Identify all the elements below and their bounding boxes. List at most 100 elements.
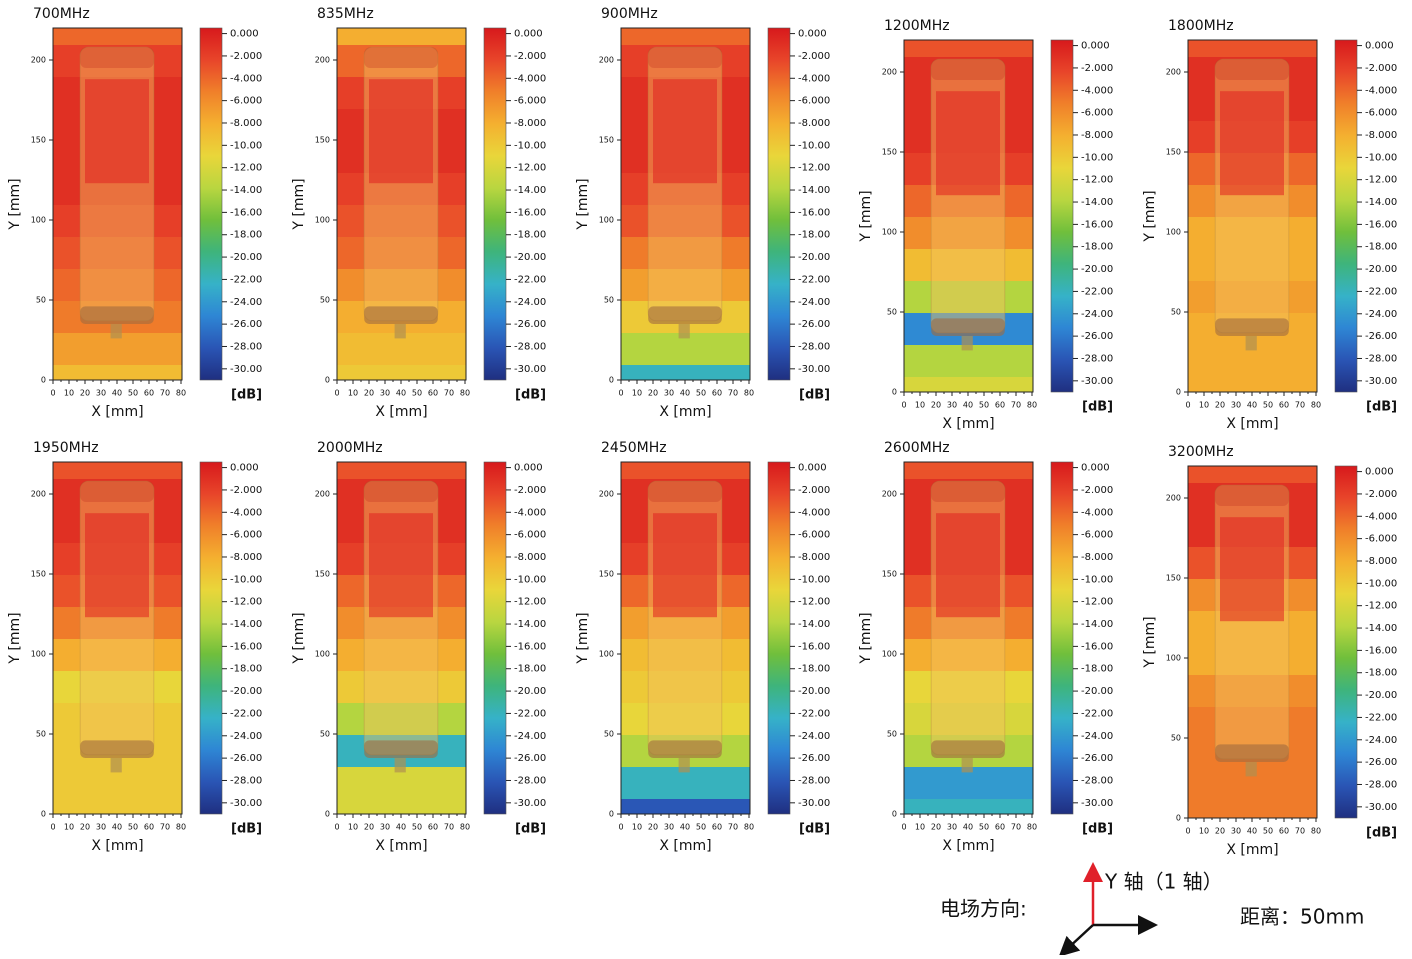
y-tick-label: 200: [599, 56, 614, 65]
colorbar-tick-label: -4.000: [514, 507, 546, 518]
heat-band: [621, 204, 750, 237]
colorbar-tick-label: -26.00: [1081, 753, 1113, 764]
colorbar: [483, 461, 507, 815]
heat-band: [1188, 706, 1317, 739]
heat-band: [53, 798, 182, 814]
colorbar: [1334, 465, 1358, 819]
x-tick-label: 50: [128, 823, 138, 832]
axis-label: Y 轴（1 轴）: [1104, 870, 1223, 894]
x-tick-label: 30: [380, 389, 390, 398]
z-arrow: [1058, 924, 1094, 957]
y-axis-label: Y [mm]: [575, 178, 591, 230]
colorbar-label: [dB]: [515, 388, 546, 403]
x-tick-label: 20: [1215, 827, 1225, 836]
x-tick-label: 10: [1199, 827, 1209, 836]
colorbar-tick-label: 0.000: [1081, 463, 1110, 474]
x-tick-label: 50: [1263, 401, 1273, 410]
colorbar-tick-label: -18.00: [1365, 668, 1397, 679]
colorbar-tick-label: -16.00: [1365, 219, 1397, 230]
colorbar-tick-label: -22.00: [514, 708, 546, 719]
heat-band: [53, 478, 182, 511]
y-axis-label: Y [mm]: [1142, 190, 1158, 242]
antenna-base: [648, 740, 722, 758]
colorbar-tick-label: -24.00: [230, 297, 262, 308]
panel: 835MHz 0 10 20 30 40 50 60 70 80 0 50 100 150 200 X [mm…: [291, 6, 546, 420]
colorbar-tick-label: -30.00: [798, 364, 830, 375]
colorbar-tick-label: -16.00: [1081, 219, 1113, 230]
x-tick-label: 50: [979, 401, 989, 410]
x-axis-label: X [mm]: [1226, 842, 1278, 858]
heat-band: [621, 478, 750, 511]
panel-title: 2000MHz: [317, 440, 383, 456]
colorbar-tick-label: -2.000: [1365, 63, 1397, 74]
heat-band: [621, 462, 750, 479]
colorbar-tick-label: -8.000: [1081, 552, 1113, 563]
colorbar-tick-label: -4.000: [798, 507, 830, 518]
heat-band: [337, 478, 466, 511]
x-tick-label: 0: [1185, 401, 1190, 410]
colorbar-tick-label: -26.00: [798, 319, 830, 330]
heat-band: [904, 376, 1033, 392]
antenna-label: [936, 513, 1000, 618]
x-axis-label: X [mm]: [91, 838, 143, 854]
colorbar-tick-label: -14.00: [1081, 197, 1113, 208]
colorbar-tick-label: -24.00: [1365, 735, 1397, 746]
colorbar-label: [dB]: [231, 822, 262, 837]
x-tick-label: 50: [412, 823, 422, 832]
heat-band: [53, 670, 182, 703]
colorbar-tick-label: -8.000: [1365, 556, 1397, 567]
y-tick-label: 200: [315, 490, 330, 499]
heat-band: [904, 798, 1033, 814]
antenna-label: [653, 79, 717, 184]
y-tick-label: 150: [1166, 574, 1181, 583]
x-tick-label: 80: [744, 823, 754, 832]
colorbar-tick-label: -28.00: [230, 341, 262, 352]
x-tick-label: 80: [176, 823, 186, 832]
y-tick-label: 150: [599, 136, 614, 145]
x-tick-label: 80: [460, 823, 470, 832]
colorbar-tick-label: -16.00: [798, 207, 830, 218]
colorbar-tick-label: -16.00: [514, 207, 546, 218]
colorbar-label: [dB]: [799, 822, 830, 837]
direction-legend: 电场方向: Y 轴（1 轴） 距离：50mm: [940, 862, 1364, 957]
colorbar-tick-label: -16.00: [230, 641, 262, 652]
x-tick-label: 40: [963, 401, 973, 410]
y-tick-label: 0: [609, 810, 614, 819]
colorbar-tick-label: -10.00: [1081, 152, 1113, 163]
colorbar-label: [dB]: [515, 822, 546, 837]
colorbar-tick-label: -30.00: [1081, 376, 1113, 387]
y-tick-label: 150: [315, 570, 330, 579]
y-tick-label: 100: [882, 228, 897, 237]
y-tick-label: 0: [41, 376, 46, 385]
colorbar-tick-label: -10.00: [1365, 578, 1397, 589]
heat-band: [621, 364, 750, 380]
x-tick-label: 20: [1215, 401, 1225, 410]
x-tick-label: 40: [396, 823, 406, 832]
y-tick-label: 100: [882, 650, 897, 659]
x-tick-label: 80: [744, 389, 754, 398]
x-tick-label: 50: [696, 389, 706, 398]
antenna-top: [80, 481, 154, 502]
x-tick-label: 10: [915, 401, 925, 410]
colorbar-tick-label: -14.00: [1081, 619, 1113, 630]
antenna-plug: [961, 336, 973, 351]
y-tick-label: 150: [599, 570, 614, 579]
colorbar-tick-label: -2.000: [230, 51, 262, 62]
panel: 700MHz 0 10 20 30 40 50 60 70 80 0 50 100 150 200 X [mm…: [7, 6, 262, 420]
antenna-top: [648, 481, 722, 502]
y-tick-label: 0: [1176, 814, 1181, 823]
antenna-plug: [110, 758, 122, 773]
antenna-plug: [110, 324, 122, 339]
colorbar: [199, 461, 223, 815]
x-tick-label: 60: [428, 823, 438, 832]
panel-title: 1800MHz: [1168, 18, 1234, 34]
colorbar-tick-label: -28.00: [1365, 353, 1397, 364]
colorbar-tick-label: -26.00: [1365, 757, 1397, 768]
x-tick-label: 40: [1247, 401, 1257, 410]
y-tick-label: 150: [882, 570, 897, 579]
colorbar-tick-label: -6.000: [514, 96, 546, 107]
y-axis-label: Y [mm]: [1142, 616, 1158, 668]
colorbar-tick-label: -6.000: [1365, 534, 1397, 545]
colorbar-tick-label: -6.000: [1081, 108, 1113, 119]
